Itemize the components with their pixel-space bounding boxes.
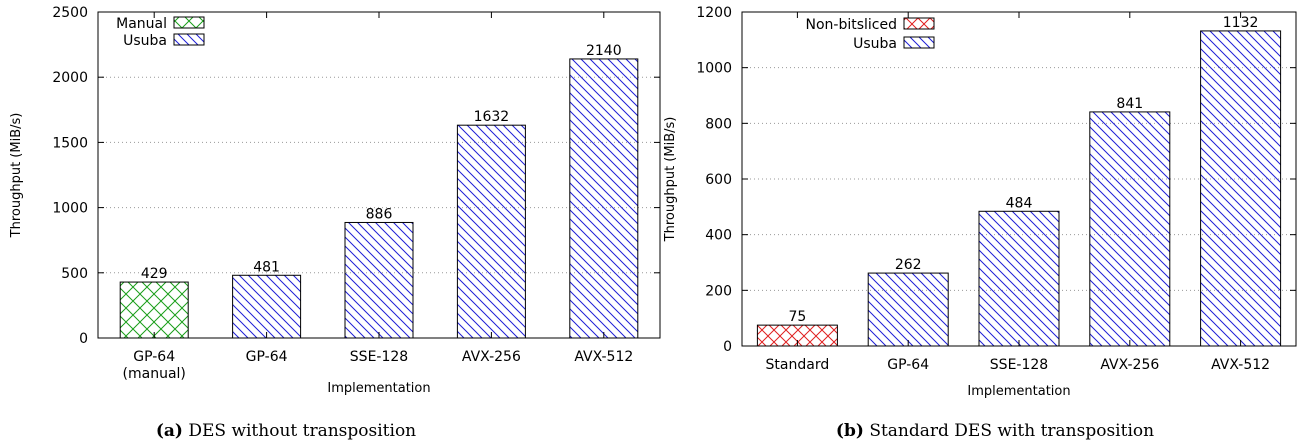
legend-label: Usuba bbox=[853, 36, 897, 52]
y-tick-label: 0 bbox=[723, 339, 732, 355]
x-tick-label: AVX-256 bbox=[462, 349, 521, 365]
bar-3 bbox=[978, 210, 1060, 347]
y-tick-label: 1200 bbox=[696, 5, 732, 21]
data-label: 484 bbox=[1006, 195, 1033, 211]
y-axis-label: Throughput (MiB/s) bbox=[9, 113, 24, 239]
x-tick-label: Standard bbox=[766, 357, 830, 373]
y-tick-label: 2000 bbox=[52, 70, 88, 86]
chart-a: 0 500 1000 1500 2000 2500 429 GP-64 (manual) 481 G… bbox=[9, 5, 661, 396]
y-tick-label: 0 bbox=[79, 331, 88, 347]
data-label: 841 bbox=[1116, 96, 1143, 112]
y-tick-label: 1000 bbox=[696, 61, 732, 77]
bar-1 bbox=[119, 281, 189, 339]
y-tick-label: 200 bbox=[705, 283, 732, 299]
legend-label: Usuba bbox=[123, 33, 167, 49]
x-tick-label: AVX-512 bbox=[574, 349, 633, 365]
y-tick-label: 600 bbox=[705, 172, 732, 188]
y-tick-label: 1500 bbox=[52, 135, 88, 151]
x-axis-label: Implementation bbox=[327, 381, 430, 396]
legend-swatch bbox=[903, 36, 935, 49]
bar-5 bbox=[1200, 30, 1282, 347]
data-label: 262 bbox=[895, 257, 922, 273]
y-tick-label: 500 bbox=[61, 266, 88, 282]
x-tick-label: SSE-128 bbox=[990, 357, 1048, 373]
x-tick-label: SSE-128 bbox=[350, 349, 408, 365]
data-label: 2140 bbox=[586, 43, 622, 59]
y-axis-label: Throughput (MiB/s) bbox=[663, 117, 678, 243]
bar-4 bbox=[1089, 111, 1171, 347]
legend-swatch bbox=[173, 16, 205, 29]
x-tick-label: AVX-512 bbox=[1211, 357, 1270, 373]
y-tick-label: 1000 bbox=[52, 201, 88, 217]
x-tick-label: GP-64 bbox=[246, 349, 288, 365]
x-tick-label: GP-64 (manual) bbox=[123, 349, 186, 382]
data-label: 1132 bbox=[1223, 15, 1259, 31]
y-tick-label: 2500 bbox=[52, 5, 88, 21]
plot-frame bbox=[741, 11, 1297, 347]
legend-swatch bbox=[903, 17, 935, 30]
bar-2 bbox=[867, 272, 949, 347]
data-label: 429 bbox=[141, 266, 168, 282]
legend-label: Non-bitsliced bbox=[806, 17, 898, 33]
y-tick-label: 800 bbox=[705, 116, 732, 132]
y-tick-label: 400 bbox=[705, 228, 732, 244]
data-label: 75 bbox=[788, 309, 806, 325]
bar-2 bbox=[232, 274, 302, 339]
x-tick-label: GP-64 bbox=[887, 357, 929, 373]
bar-3 bbox=[344, 221, 414, 339]
x-axis-label: Implementation bbox=[967, 384, 1070, 399]
legend-label: Manual bbox=[116, 16, 167, 32]
x-tick-label: AVX-256 bbox=[1100, 357, 1159, 373]
data-label: 1632 bbox=[474, 109, 510, 125]
caption-b: (b) Standard DES with transposition bbox=[836, 421, 1154, 441]
data-label: 481 bbox=[253, 259, 280, 275]
caption-a: (a) DES without transposition bbox=[156, 421, 416, 441]
data-label: 886 bbox=[366, 206, 393, 222]
legend-swatch bbox=[173, 33, 205, 46]
plot-frame bbox=[97, 11, 661, 339]
bar-4 bbox=[456, 124, 526, 339]
chart-b: 0 200 400 600 800 1000 1200 75 Standard 262 GP-64 4… bbox=[663, 5, 1297, 399]
bar-5 bbox=[569, 58, 639, 339]
